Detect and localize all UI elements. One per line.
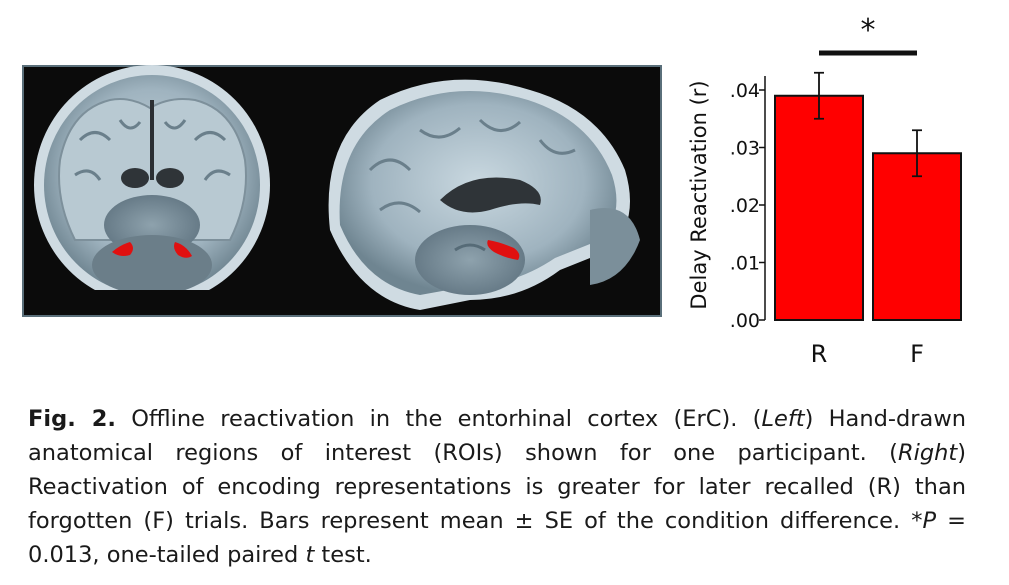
roi-right-marker	[174, 242, 192, 258]
error-bar-R	[814, 71, 824, 120]
y-tick-label: .00	[730, 310, 760, 332]
y-axis-title: Delay Reactivation (r)	[687, 80, 711, 309]
reactivation-bar-chart: .00 .01 .02 .03 .04 Delay Reactivation (r) *…	[687, 13, 962, 368]
y-tick-label: .03	[730, 138, 760, 160]
figure-label: Fig. 2.	[28, 406, 116, 432]
y-axis: .00 .01 .02 .03 .04	[730, 76, 766, 332]
x-tick-label: R	[811, 340, 828, 368]
y-tick-label: .01	[730, 253, 760, 275]
caption-left-label: Left	[761, 406, 805, 432]
significance-bracket: *	[819, 13, 917, 56]
caption-p-symbol: P	[922, 508, 937, 534]
sagittal-brain-slice	[328, 79, 640, 310]
y-tick-label: .04	[730, 80, 760, 102]
bar-R	[774, 94, 864, 321]
y-tick-label: .02	[730, 195, 760, 217]
caption-text-3: ) Reactivation of encoding representatio…	[28, 440, 966, 534]
bar-F	[872, 152, 962, 321]
x-tick-label: F	[910, 340, 924, 368]
caption-t-symbol: t	[305, 542, 315, 568]
caption-text-4: = 0.013, one-tailed paired	[28, 508, 966, 568]
caption-text-1: Offline reactivation in the entorhinal c…	[115, 406, 762, 432]
coronal-brain-slice	[24, 65, 280, 315]
roi-sagittal-marker	[487, 240, 520, 260]
caption-right-label: Right	[897, 440, 958, 466]
roi-left-marker	[112, 242, 133, 256]
caption-text-2: ) Hand-drawn anatomical regions of inter…	[28, 406, 966, 466]
significance-star: *	[861, 13, 876, 48]
figure-caption: Fig. 2. Offline reactivation in the ento…	[28, 402, 966, 572]
brain-mri-images	[24, 65, 640, 315]
error-bar-F	[912, 129, 922, 178]
caption-text-5: test.	[314, 542, 372, 568]
